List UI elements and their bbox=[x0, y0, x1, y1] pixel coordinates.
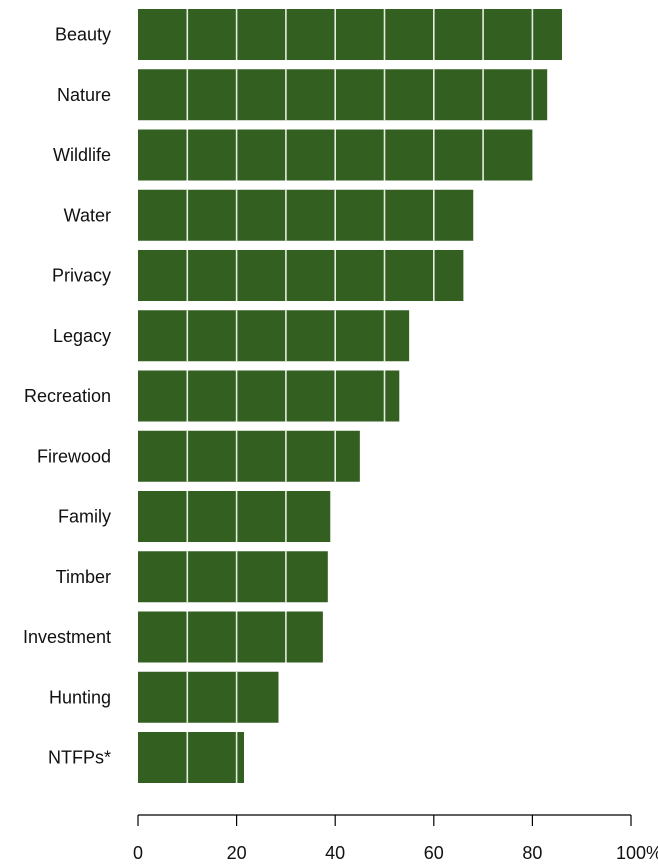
bar-group-hunting bbox=[138, 671, 279, 723]
bar-beauty bbox=[138, 9, 562, 60]
x-axis: 0 20 40 60 80 100% bbox=[133, 814, 658, 863]
bar-ntfps bbox=[138, 732, 244, 783]
bar-legacy bbox=[138, 310, 410, 362]
bar-privacy bbox=[138, 250, 464, 301]
bar-family bbox=[138, 491, 331, 542]
category-labels: Beauty Nature Wildlife Water Privacy Legacy Re… bbox=[23, 25, 111, 768]
category-label-hunting: Hunting bbox=[49, 687, 111, 707]
bar-hunting bbox=[138, 671, 279, 723]
bar-recreation bbox=[138, 370, 400, 422]
category-label-water: Water bbox=[64, 205, 111, 225]
bar-group-privacy bbox=[138, 250, 464, 301]
bar-group-timber bbox=[138, 551, 328, 603]
bar-group-nature bbox=[138, 69, 548, 121]
x-tick-label: 20 bbox=[227, 843, 247, 863]
x-tick-label: 100% bbox=[616, 843, 658, 863]
bar-water bbox=[138, 189, 474, 241]
bar-group-ntfps bbox=[138, 732, 244, 783]
category-label-beauty: Beauty bbox=[55, 25, 111, 45]
x-tick-label: 0 bbox=[133, 843, 143, 863]
category-label-recreation: Recreation bbox=[24, 386, 111, 406]
category-label-timber: Timber bbox=[56, 567, 111, 587]
bar-group-family bbox=[138, 491, 331, 542]
category-label-ntfps: NTFPs* bbox=[48, 748, 111, 768]
bar-group-beauty bbox=[138, 9, 562, 60]
category-label-wildlife: Wildlife bbox=[53, 145, 111, 165]
category-label-legacy: Legacy bbox=[53, 326, 111, 346]
bar-group-water bbox=[138, 189, 474, 241]
bar-group-legacy bbox=[138, 310, 410, 362]
category-label-privacy: Privacy bbox=[52, 266, 111, 286]
x-tick-label: 80 bbox=[522, 843, 542, 863]
category-label-family: Family bbox=[58, 507, 111, 527]
bar-group-wildlife bbox=[138, 129, 533, 181]
bar-nature bbox=[138, 69, 548, 121]
bar-timber bbox=[138, 551, 328, 603]
bar-group-firewood bbox=[138, 430, 360, 482]
category-label-investment: Investment bbox=[23, 627, 111, 647]
category-label-nature: Nature bbox=[57, 85, 111, 105]
category-label-firewood: Firewood bbox=[37, 446, 111, 466]
bars-group bbox=[138, 9, 562, 783]
bar-investment bbox=[138, 611, 323, 663]
bar-firewood bbox=[138, 430, 360, 482]
bar-group-recreation bbox=[138, 370, 400, 422]
x-tick-label: 40 bbox=[325, 843, 345, 863]
x-tick-label: 60 bbox=[424, 843, 444, 863]
bar-group-investment bbox=[138, 611, 323, 663]
